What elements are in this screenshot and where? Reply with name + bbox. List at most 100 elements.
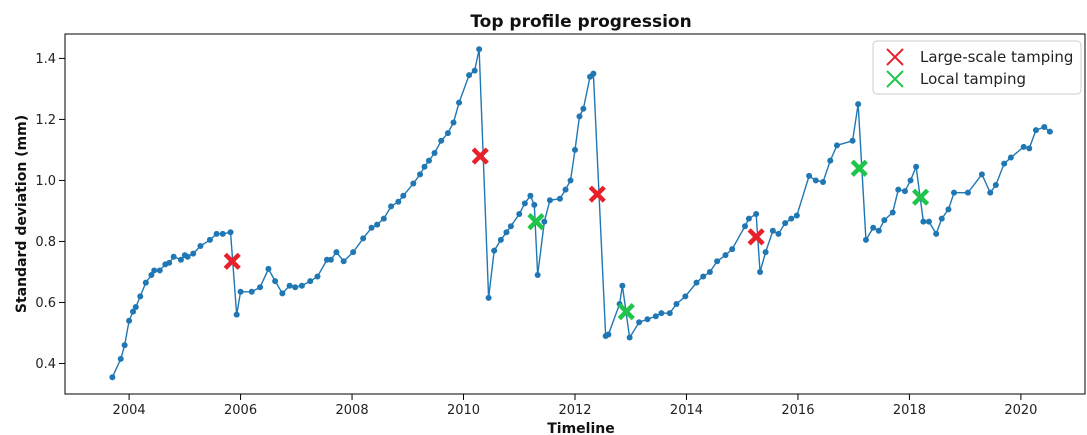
data-point (314, 273, 321, 280)
data-point (410, 180, 417, 187)
data-point (286, 282, 293, 289)
local-tamping-marker (527, 213, 545, 231)
data-point (806, 172, 813, 179)
data-point (197, 243, 204, 250)
data-point (292, 284, 299, 291)
data-point (1041, 124, 1048, 131)
data-point (137, 293, 144, 300)
data-point (913, 163, 920, 170)
data-point (745, 215, 752, 222)
data-point (388, 203, 395, 210)
data-point (753, 211, 760, 217)
data-point (491, 247, 498, 254)
data-point (757, 268, 764, 275)
legend-marker-large-scale-tamping (886, 48, 904, 66)
data-point (298, 282, 305, 289)
data-point (925, 218, 932, 225)
data-point (534, 272, 541, 279)
data-point (507, 223, 514, 230)
large-scale-tamping-marker (223, 252, 241, 270)
data-point (619, 282, 626, 289)
data-point (503, 229, 510, 236)
data-point (907, 177, 914, 184)
data-point (368, 224, 375, 231)
data-point (471, 67, 478, 74)
data-point (788, 215, 795, 222)
data-point (421, 163, 428, 170)
data-point (658, 310, 665, 317)
data-point (706, 268, 713, 275)
data-point (541, 218, 548, 225)
large-scale-tamping-marker-stroke-b (747, 228, 765, 246)
data-point (142, 279, 149, 286)
data-point (833, 142, 840, 149)
data-point (562, 186, 569, 193)
data-point (556, 195, 563, 202)
data-point (190, 250, 197, 257)
data-point (213, 230, 220, 237)
data-point (279, 290, 286, 297)
data-point (933, 230, 940, 237)
legend-cross-local-stroke-b (886, 70, 904, 88)
data-point (151, 267, 158, 274)
y-tick-label-1.2: 1.2 (35, 113, 56, 128)
y-axis: 0.4 0.6 0.8 1.0 1.2 1.4 (35, 52, 65, 372)
data-point (1007, 154, 1014, 161)
data-point (148, 272, 155, 279)
data-point (380, 215, 387, 222)
x-tick-label-2008: 2008 (336, 403, 369, 418)
local-tamping-marker-stroke-b (850, 159, 868, 177)
data-point (827, 157, 834, 164)
legend-marker-local-tamping (886, 70, 904, 88)
data-point (889, 209, 896, 216)
data-point (360, 235, 367, 242)
data-point (644, 316, 651, 323)
data-point (793, 212, 800, 219)
data-point (531, 201, 538, 208)
data-point (729, 246, 736, 253)
x-tick-label-2010: 2010 (447, 403, 480, 418)
data-point (546, 197, 553, 204)
data-point (605, 331, 612, 338)
data-point (400, 192, 407, 199)
data-point (978, 171, 985, 178)
data-point (626, 334, 633, 341)
data-point (881, 217, 888, 224)
x-tick-label-2020: 2020 (1004, 403, 1037, 418)
local-tamping-marker-stroke-b (911, 188, 930, 206)
data-point (987, 189, 994, 196)
data-point (476, 46, 483, 53)
data-point (233, 311, 240, 318)
data-point (992, 182, 999, 189)
data-point (572, 146, 578, 153)
data-point (521, 200, 528, 207)
x-tick-label-2018: 2018 (893, 403, 926, 418)
data-point (855, 101, 862, 108)
data-point (425, 157, 432, 164)
legend-label-large-scale-tamping: Large-scale tamping (920, 48, 1073, 66)
local-tamping-marker (911, 188, 930, 206)
chart-title: Top profile progression (470, 12, 691, 32)
data-point (590, 70, 597, 77)
data-point (450, 119, 457, 126)
data-point (417, 171, 424, 178)
data-point (700, 273, 707, 280)
data-point (350, 249, 357, 256)
x-tick-label-2014: 2014 (670, 403, 703, 418)
data-point (248, 288, 255, 295)
data-point (177, 256, 184, 263)
data-point (849, 137, 856, 144)
plot-area (109, 46, 1053, 381)
data-point (166, 259, 173, 266)
data-point (762, 249, 769, 256)
y-tick-label-0.8: 0.8 (35, 235, 56, 250)
local-tamping-marker-stroke-b (617, 303, 635, 321)
data-point (652, 313, 659, 320)
data-point (307, 278, 314, 285)
data-point (901, 188, 908, 195)
data-point (1001, 160, 1008, 167)
data-point (693, 279, 700, 286)
data-point (395, 198, 402, 205)
data-point (206, 236, 213, 243)
data-point (938, 215, 945, 222)
